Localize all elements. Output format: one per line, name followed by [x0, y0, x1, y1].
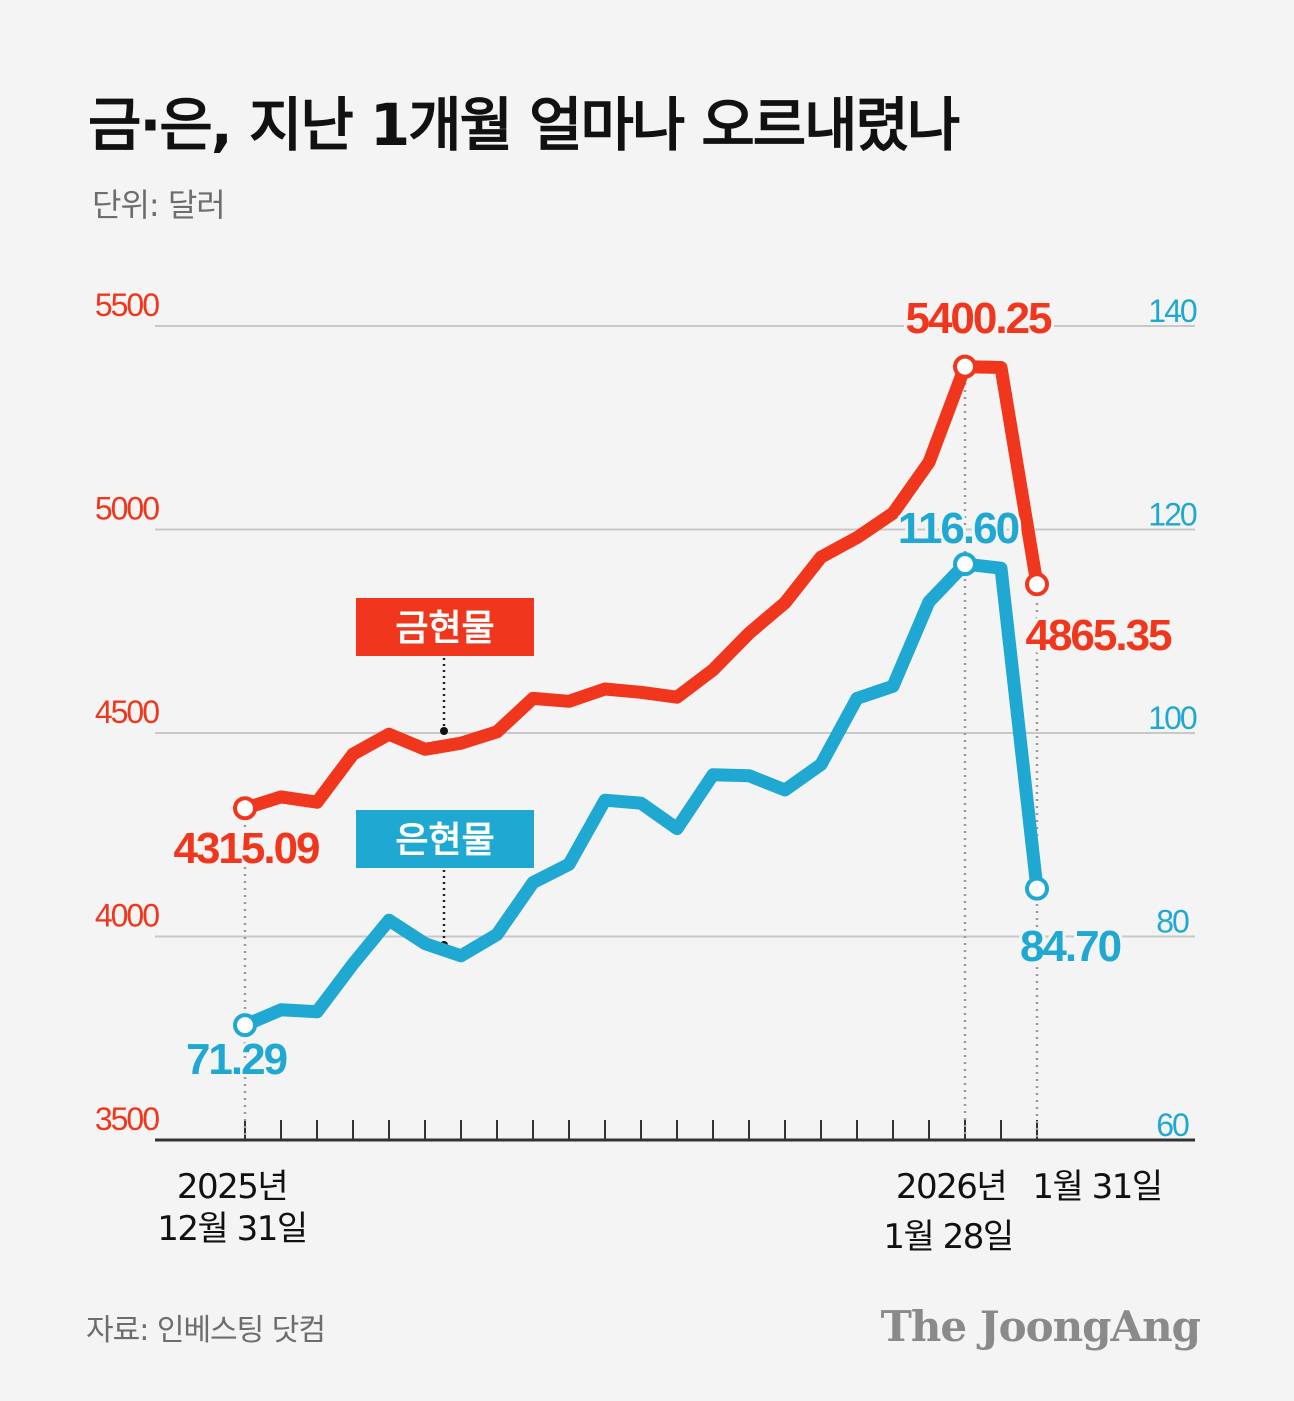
left-axis-tick-label: 4500	[95, 694, 159, 730]
data-value-label: 71.29	[186, 1035, 287, 1084]
right-axis-tick-label: 60	[1156, 1107, 1189, 1143]
legend-label: 은현물	[395, 820, 494, 861]
x-axis-date-label: 1월 31일	[1032, 1167, 1161, 1207]
left-axis-tick-label: 5500	[95, 287, 159, 323]
legend-label: 금현물	[395, 608, 494, 649]
left-axis-tick-label: 4000	[95, 898, 159, 934]
data-point-marker	[1025, 876, 1049, 901]
chart-title: 금·은, 지난 1개월 얼마나 오르내렸나	[88, 91, 960, 159]
legend-leader-dot	[440, 727, 448, 735]
legend-box	[356, 598, 534, 656]
data-point-marker	[953, 354, 977, 379]
data-value-label: 4315.09	[173, 824, 319, 873]
right-axis-tick-label: 120	[1148, 497, 1197, 533]
x-axis-date-label: 2025년	[177, 1167, 287, 1207]
x-axis-date-label: 2026년	[896, 1167, 1006, 1207]
data-point-marker	[1025, 572, 1049, 597]
source-note: 자료: 인베스팅 닷컴	[86, 1313, 326, 1348]
data-point-marker	[233, 1013, 257, 1038]
silver-price-line	[238, 557, 1044, 1032]
data-value-label: 4865.35	[1025, 611, 1172, 660]
data-value-label: 116.60	[898, 504, 1019, 553]
right-axis-tick-label: 100	[1148, 700, 1197, 736]
x-axis-date-label: 1월 28일	[883, 1217, 1012, 1257]
gold-price-line	[238, 360, 1044, 815]
data-point-marker	[953, 552, 977, 577]
right-axis-tick-label: 140	[1148, 293, 1197, 329]
publisher-logo: The JoongAng	[880, 1302, 1201, 1351]
left-axis-tick-label: 5000	[95, 491, 159, 527]
legend-box	[356, 810, 534, 868]
line-chart: 3500 4000 4500 5000 5500 60 80 100 120 140 2026년 1월…	[95, 287, 1199, 1257]
x-axis-date-label: 12월 31일	[157, 1209, 306, 1249]
data-point-marker	[233, 796, 257, 821]
data-value-label: 5400.25	[905, 294, 1052, 343]
unit-label: 단위: 달러	[92, 186, 226, 224]
data-value-label: 84.70	[1020, 922, 1121, 971]
left-axis-tick-label: 3500	[95, 1101, 159, 1137]
right-axis-tick-label: 80	[1156, 904, 1189, 940]
